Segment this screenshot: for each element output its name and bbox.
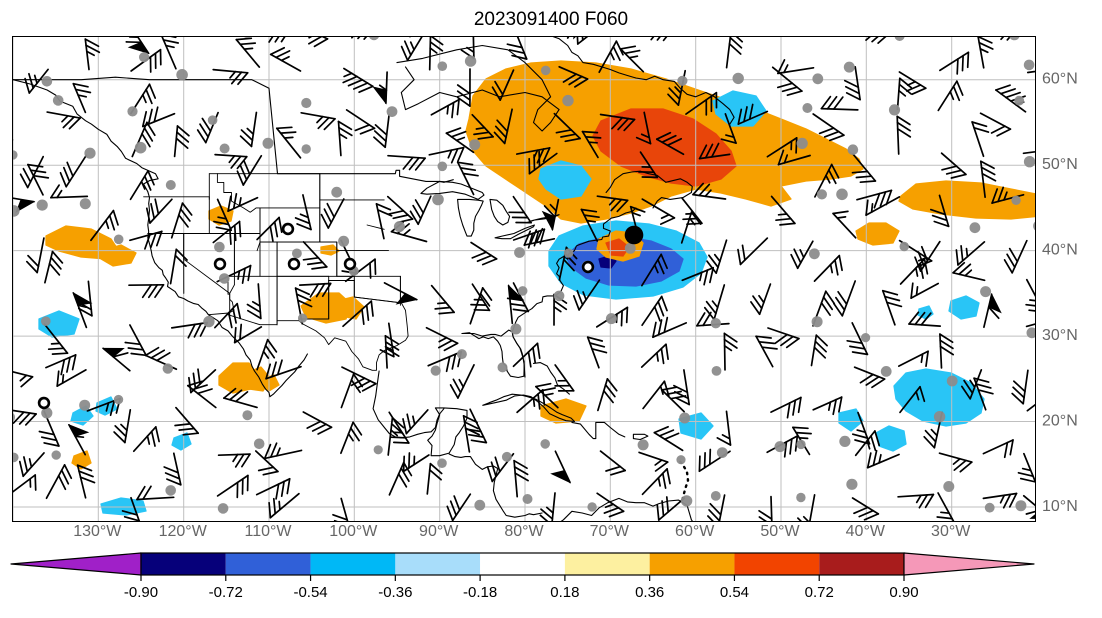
- svg-text:-0.36: -0.36: [378, 584, 412, 601]
- svg-text:30°W: 30°W: [931, 523, 971, 540]
- svg-text:50°W: 50°W: [760, 523, 800, 540]
- svg-text:40°W: 40°W: [846, 523, 886, 540]
- svg-text:40°N: 40°N: [1042, 242, 1078, 259]
- svg-text:60°W: 60°W: [675, 523, 715, 540]
- svg-text:80°W: 80°W: [504, 523, 544, 540]
- svg-text:-0.18: -0.18: [463, 584, 497, 601]
- svg-text:-0.90: -0.90: [124, 584, 158, 601]
- svg-text:30°N: 30°N: [1042, 327, 1078, 344]
- svg-text:0.36: 0.36: [635, 584, 664, 601]
- svg-text:0.54: 0.54: [720, 584, 749, 601]
- svg-text:50°N: 50°N: [1042, 156, 1078, 173]
- svg-text:10°N: 10°N: [1042, 498, 1078, 515]
- svg-text:0.18: 0.18: [550, 584, 579, 601]
- svg-text:120°W: 120°W: [159, 523, 208, 540]
- svg-text:100°W: 100°W: [329, 523, 378, 540]
- svg-text:130°W: 130°W: [73, 523, 122, 540]
- svg-text:70°W: 70°W: [590, 523, 630, 540]
- svg-text:0.72: 0.72: [805, 584, 834, 601]
- svg-text:60°N: 60°N: [1042, 71, 1078, 88]
- svg-text:110°W: 110°W: [244, 523, 292, 540]
- svg-text:-0.72: -0.72: [209, 584, 243, 601]
- svg-text:-0.54: -0.54: [293, 584, 327, 601]
- svg-text:20°N: 20°N: [1042, 413, 1078, 430]
- svg-text:0.90: 0.90: [889, 584, 918, 601]
- svg-text:90°W: 90°W: [419, 523, 459, 540]
